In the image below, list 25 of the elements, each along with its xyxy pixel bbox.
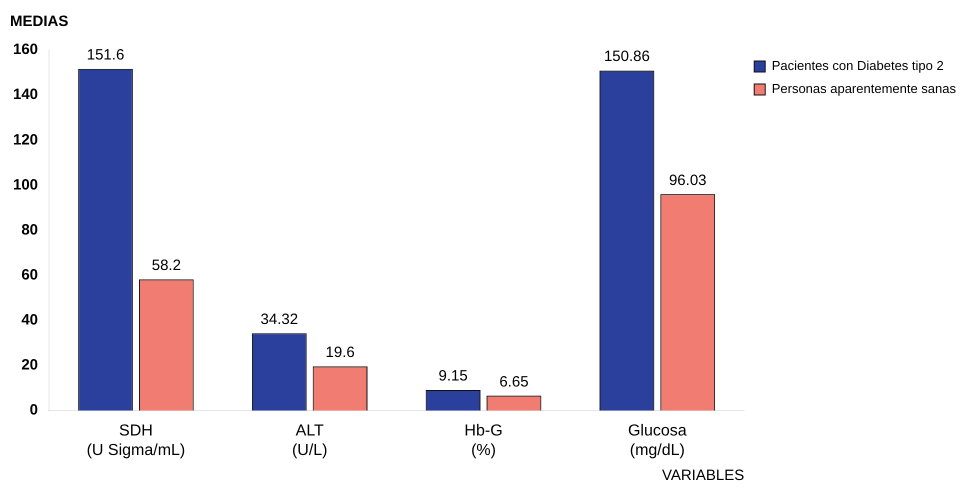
- y-tick-label: 80: [21, 221, 38, 238]
- data-label: 9.15: [438, 368, 468, 385]
- x-tick-label: Hb-G (%): [464, 422, 503, 459]
- y-tick-label: 0: [30, 402, 38, 419]
- x-tick-label: Glucosa (mg/dL): [628, 422, 687, 459]
- y-axis-title: MEDIAS: [10, 13, 68, 30]
- data-label: 6.65: [499, 373, 529, 390]
- data-label: 19.6: [326, 344, 355, 362]
- y-tick-label: 160: [12, 41, 38, 58]
- y-tick-label: 140: [12, 86, 38, 104]
- y-tick-label: 120: [12, 131, 38, 148]
- x-tick-label: ALT (U/L): [292, 422, 328, 459]
- legend-label: Personas aparentemente sanas: [772, 81, 956, 96]
- data-label: 58.2: [152, 257, 181, 274]
- data-label: 151.6: [86, 46, 124, 64]
- data-label: 34.32: [260, 310, 298, 328]
- y-tick-label: 100: [12, 176, 38, 194]
- y-tick-label: 20: [21, 356, 38, 374]
- legend-label: Pacientes con Diabetes tipo 2: [772, 58, 944, 74]
- data-label: 96.03: [668, 172, 707, 189]
- data-label: 150.86: [604, 48, 650, 66]
- y-tick-label: 40: [21, 312, 38, 329]
- x-tick-label: SDH (U Sigma/mL): [86, 422, 186, 459]
- y-tick-label: 60: [21, 266, 38, 284]
- x-axis-title: VARIABLES: [662, 467, 744, 484]
